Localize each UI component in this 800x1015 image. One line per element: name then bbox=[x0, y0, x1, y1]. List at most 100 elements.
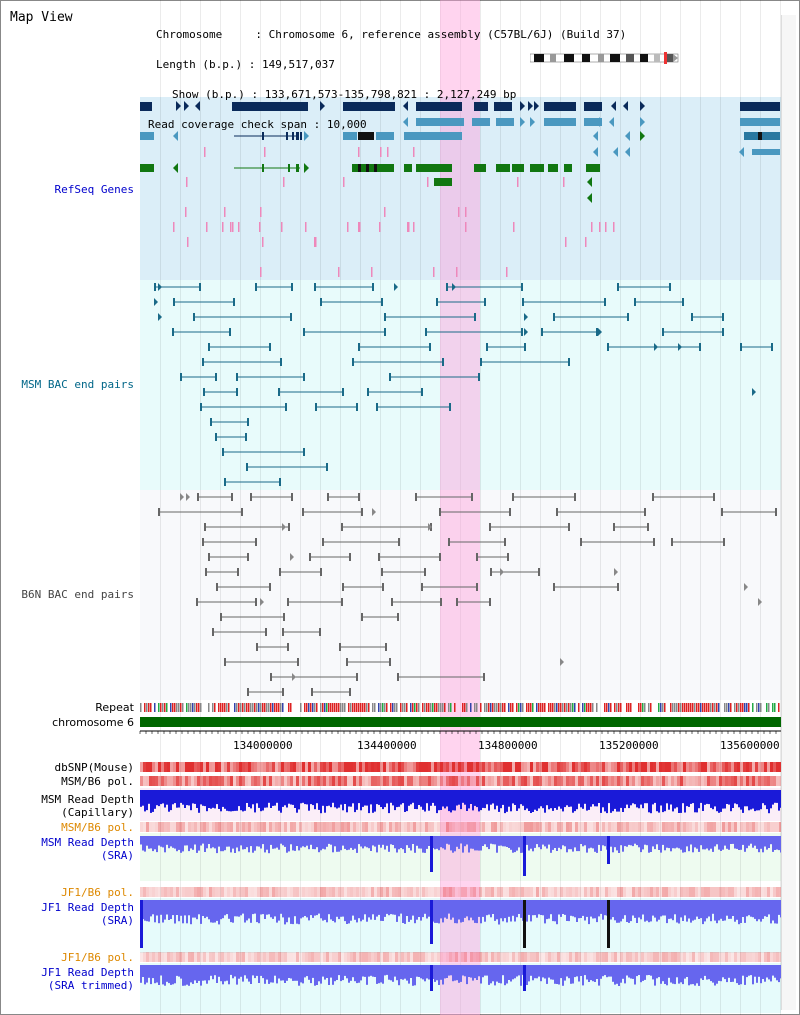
depth-bar bbox=[254, 836, 256, 851]
pink-tick bbox=[206, 222, 208, 232]
depth-bar bbox=[712, 900, 714, 914]
heat-cell bbox=[203, 762, 206, 772]
heat-cell bbox=[146, 952, 149, 962]
repeat-element bbox=[392, 703, 394, 712]
msm-bac-label[interactable]: MSM BAC end pairs bbox=[21, 378, 134, 391]
depth-bar bbox=[374, 836, 376, 847]
bac-end bbox=[568, 523, 570, 531]
jf1-read-depth-sra-line2: (SRA) bbox=[100, 914, 134, 927]
heat-cell bbox=[512, 822, 515, 832]
depth-bar bbox=[428, 790, 430, 811]
heat-cell bbox=[548, 822, 551, 832]
heat-cell bbox=[563, 887, 566, 897]
depth-bar bbox=[558, 790, 560, 807]
heat-cell bbox=[365, 762, 368, 772]
depth-bar bbox=[386, 965, 388, 975]
heat-cell bbox=[254, 762, 257, 772]
bac-end bbox=[255, 598, 257, 606]
heat-cell bbox=[356, 822, 359, 832]
jf1-read-depth-trim-line1: JF1 Read Depth bbox=[41, 966, 134, 979]
depth-bar bbox=[528, 900, 530, 915]
depth-bar bbox=[474, 790, 476, 806]
depth-bar bbox=[446, 836, 448, 844]
heat-cell bbox=[443, 776, 446, 786]
depth-bar bbox=[316, 836, 318, 848]
depth-bar bbox=[250, 965, 252, 984]
heat-cell bbox=[578, 887, 581, 897]
heat-cell bbox=[275, 952, 278, 962]
bac-end bbox=[320, 298, 322, 306]
depth-bar bbox=[656, 965, 658, 979]
heat-cell bbox=[545, 762, 548, 772]
heat-cell bbox=[293, 887, 296, 897]
depth-bar bbox=[192, 965, 194, 984]
heat-cell bbox=[419, 776, 422, 786]
depth-bar bbox=[140, 790, 142, 807]
depth-bar bbox=[386, 790, 388, 804]
vertical-scrollbar[interactable] bbox=[781, 15, 796, 1010]
heat-cell bbox=[392, 887, 395, 897]
repeat-element bbox=[358, 703, 360, 712]
strand-arrow bbox=[593, 147, 598, 157]
depth-bar bbox=[532, 900, 534, 916]
depth-bar bbox=[314, 790, 316, 810]
depth-bar bbox=[320, 790, 322, 814]
heat-cell bbox=[767, 887, 770, 897]
depth-bar bbox=[188, 900, 190, 916]
heat-cell bbox=[392, 762, 395, 772]
depth-bar bbox=[248, 836, 250, 853]
heat-cell bbox=[206, 776, 209, 786]
depth-bar bbox=[248, 790, 250, 807]
chromosome-ideogram[interactable] bbox=[530, 52, 682, 64]
depth-bar bbox=[222, 965, 224, 985]
depth-bar bbox=[774, 836, 776, 850]
heat-cell bbox=[332, 822, 335, 832]
heat-cell bbox=[749, 762, 752, 772]
depth-bar bbox=[596, 965, 598, 979]
depth-bar bbox=[690, 790, 692, 804]
depth-bar bbox=[246, 836, 248, 848]
heat-cell bbox=[209, 887, 212, 897]
bac-end bbox=[424, 568, 426, 576]
depth-bar bbox=[748, 790, 750, 811]
b6n-bac-label[interactable]: B6N BAC end pairs bbox=[21, 588, 134, 601]
depth-bar bbox=[308, 790, 310, 811]
pink-tick bbox=[384, 207, 386, 217]
grid-line bbox=[620, 0, 621, 1015]
bac-end bbox=[389, 658, 391, 666]
depth-bar bbox=[518, 790, 520, 809]
bac-end bbox=[349, 553, 351, 561]
depth-bar bbox=[190, 836, 192, 849]
bac-end bbox=[356, 673, 358, 681]
heat-cell bbox=[683, 952, 686, 962]
depth-bar bbox=[660, 900, 662, 917]
depth-bar bbox=[294, 790, 296, 808]
depth-bar bbox=[514, 790, 516, 805]
heat-cell bbox=[656, 887, 659, 897]
heat-cell bbox=[629, 822, 632, 832]
heat-cell bbox=[503, 762, 506, 772]
repeat-element bbox=[300, 703, 302, 712]
heat-cell bbox=[302, 952, 305, 962]
depth-bar bbox=[594, 836, 596, 852]
repeat-element bbox=[290, 703, 292, 712]
heat-cell bbox=[713, 776, 716, 786]
depth-bar bbox=[480, 790, 482, 811]
bac-end bbox=[314, 283, 316, 291]
heat-cell bbox=[296, 762, 299, 772]
heat-cell bbox=[497, 952, 500, 962]
depth-bar bbox=[748, 900, 750, 916]
depth-bar bbox=[692, 900, 694, 921]
refseq-genes-label[interactable]: RefSeq Genes bbox=[54, 183, 134, 196]
depth-bar bbox=[762, 900, 764, 919]
heat-cell bbox=[422, 776, 425, 786]
depth-bar bbox=[318, 836, 320, 853]
heat-cell bbox=[374, 776, 377, 786]
depth-bar bbox=[730, 965, 732, 982]
depth-bar bbox=[146, 900, 148, 922]
heat-cell bbox=[701, 952, 704, 962]
depth-bar bbox=[176, 965, 178, 976]
heat-cell bbox=[434, 887, 437, 897]
heat-cell bbox=[563, 762, 566, 772]
